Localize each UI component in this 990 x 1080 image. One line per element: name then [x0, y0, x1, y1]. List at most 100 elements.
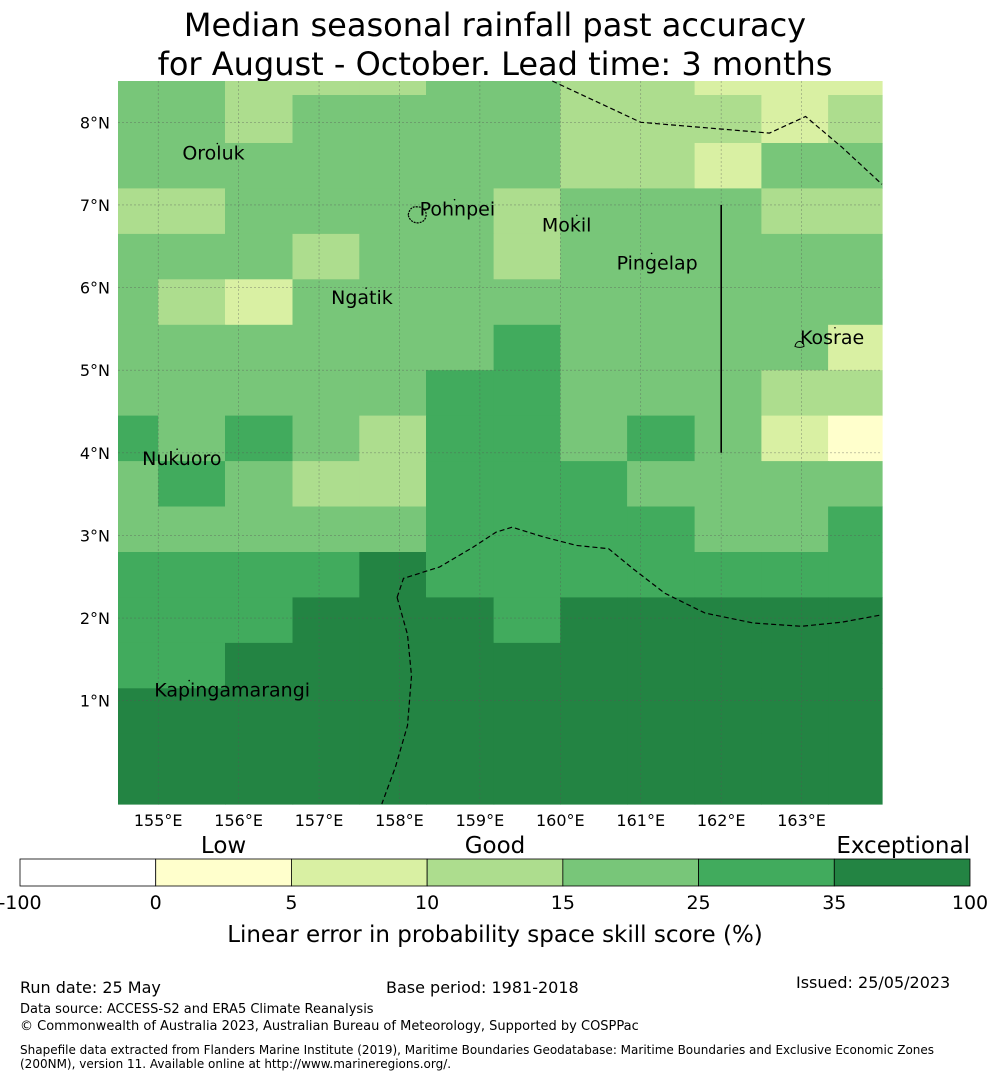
skill-cell	[158, 506, 226, 553]
data-source: Data source: ACCESS-S2 and ERA5 Climate …	[20, 1002, 374, 1017]
skill-cell	[359, 415, 427, 462]
latitude-tick-label: 2°N	[80, 609, 110, 628]
longitude-tick-label: 157°E	[295, 811, 344, 830]
skill-cell	[225, 688, 294, 735]
skill-cell	[158, 143, 226, 189]
skill-cell	[118, 143, 159, 189]
skill-cell	[493, 188, 561, 235]
skill-cell	[225, 279, 294, 326]
copyright: © Commonwealth of Australia 2023, Austra…	[20, 1019, 639, 1034]
skill-cell	[292, 143, 360, 189]
skill-cell	[828, 597, 883, 644]
skill-cell	[158, 642, 226, 689]
skill-cell	[158, 688, 226, 735]
kosrae-island-shape	[794, 340, 805, 348]
island-label: Ngatik	[331, 287, 393, 309]
skill-cell	[493, 733, 561, 805]
skill-cell	[560, 95, 628, 144]
island-label: Oroluk	[182, 142, 244, 164]
colorbar-tick-label: 25	[686, 892, 710, 914]
skill-cell	[225, 324, 294, 371]
skill-cell	[359, 95, 427, 144]
skill-cell	[560, 688, 628, 735]
shapefile-credit-line-2: (200NM), version 11. Available online at…	[20, 1057, 452, 1071]
skill-cell	[225, 233, 294, 280]
skill-cell	[426, 733, 495, 805]
colorbar-tick-label: 15	[551, 892, 575, 914]
skill-cell	[627, 279, 696, 326]
skill-cell	[828, 688, 883, 735]
skill-cell	[828, 415, 883, 462]
island-dot	[453, 198, 456, 201]
skill-cell	[627, 370, 696, 417]
shapefile-credit-line-1: Shapefile data extracted from Flanders M…	[20, 1043, 935, 1057]
skill-cell	[493, 597, 561, 644]
skill-cell	[761, 688, 829, 735]
skill-cell	[493, 143, 561, 189]
eez-boundary-north	[552, 80, 883, 185]
skill-cell	[694, 143, 762, 189]
skill-cell	[560, 506, 628, 553]
latitude-tick-label: 6°N	[80, 279, 110, 298]
skill-cell	[426, 506, 495, 553]
map-title-line-2: for August - October. Lead time: 3 month…	[157, 45, 833, 83]
map-title-line-1: Median seasonal rainfall past accuracy	[183, 6, 807, 44]
skill-cell	[560, 461, 628, 508]
latitude-tick-label: 4°N	[80, 444, 110, 463]
eez-boundary-south	[381, 597, 413, 805]
skill-cell	[426, 233, 495, 280]
skill-cell	[118, 415, 159, 462]
skill-cell	[761, 143, 829, 189]
skill-cell	[426, 188, 495, 235]
skill-cell	[118, 597, 159, 644]
skill-cell	[493, 688, 561, 735]
skill-cell	[493, 461, 561, 508]
colorbar-bin	[155, 858, 292, 887]
skill-cell	[118, 688, 159, 735]
skill-cell	[761, 597, 829, 644]
skill-cell	[828, 461, 883, 508]
skill-cell	[426, 642, 495, 689]
skill-cell	[493, 324, 561, 371]
skill-cell	[627, 95, 696, 144]
skill-cell	[761, 370, 829, 417]
island-label: Kosrae	[800, 327, 864, 349]
skill-cell	[761, 733, 829, 805]
skill-cell	[627, 233, 696, 280]
skill-cell	[694, 642, 762, 689]
skill-cell	[560, 552, 628, 598]
colorbar-category-label: Exceptional	[836, 833, 970, 859]
island-label: Kapingamarangi	[154, 680, 310, 702]
island-dot	[216, 142, 219, 145]
colorbar-bin	[562, 858, 699, 887]
skill-cell	[560, 279, 628, 326]
skill-cell	[359, 188, 427, 235]
skill-cell	[761, 81, 829, 96]
skill-cell	[694, 233, 762, 280]
skill-cell	[627, 324, 696, 371]
skill-cell	[426, 552, 495, 598]
skill-cell	[158, 324, 226, 371]
skill-cell	[627, 415, 696, 462]
longitude-tick-label: 161°E	[616, 811, 665, 830]
longitude-tick-label: 156°E	[214, 811, 263, 830]
skill-cell	[118, 461, 159, 508]
issued-date: Issued: 25/05/2023	[796, 973, 951, 992]
skill-cell	[292, 506, 360, 553]
skill-cell	[158, 188, 226, 235]
longitude-tick-label: 155°E	[134, 811, 183, 830]
skill-cell	[359, 733, 427, 805]
skill-cell	[359, 324, 427, 371]
skill-cell	[158, 279, 226, 326]
colorbar-tick-label: 35	[822, 892, 846, 914]
skill-cell	[627, 81, 696, 96]
skill-map: Oroluk Pohnpei Mokil Pingelap Ngatik Kosrae Nu…	[80, 80, 883, 830]
colorbar-tick-label: -100	[0, 892, 42, 914]
skill-cell	[225, 95, 294, 144]
longitude-tick-label: 162°E	[697, 811, 746, 830]
skill-cell	[560, 188, 628, 235]
island-outlines	[407, 206, 805, 348]
colorbar-bin	[698, 858, 835, 887]
skill-cell	[225, 461, 294, 508]
maritime-boundaries	[381, 80, 883, 805]
